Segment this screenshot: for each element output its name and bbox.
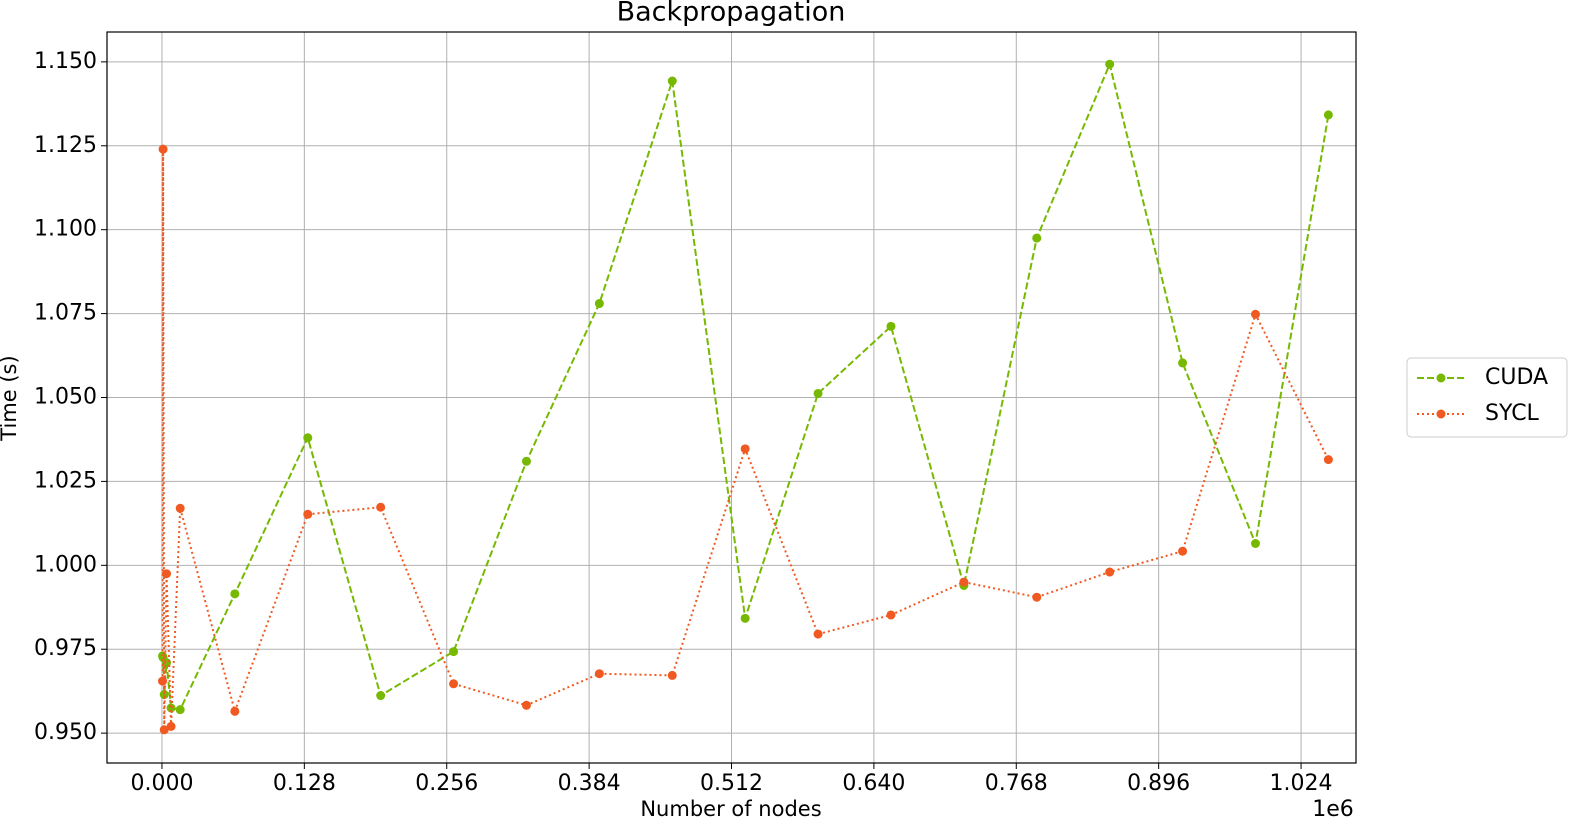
data-point (159, 725, 169, 735)
data-point (1032, 592, 1042, 602)
data-point (1105, 59, 1115, 69)
y-tick-label: 1.000 (34, 552, 97, 577)
data-point (813, 388, 823, 398)
x-axis-label: Number of nodes (640, 797, 821, 821)
data-point (230, 706, 240, 716)
data-point (158, 676, 168, 686)
data-point (886, 610, 896, 620)
legend-marker (1436, 409, 1446, 419)
y-tick-label: 1.075 (34, 301, 97, 326)
data-point (376, 691, 386, 701)
data-point (740, 613, 750, 623)
data-point (166, 703, 176, 713)
x-tick-label: 1.024 (1270, 771, 1333, 796)
data-point (1178, 358, 1188, 368)
data-point (162, 569, 172, 579)
series-line (161, 61, 1330, 711)
data-point (740, 444, 750, 454)
data-point (303, 509, 313, 519)
data-point (1250, 538, 1260, 548)
legend-label: SYCL (1485, 401, 1540, 426)
data-point (303, 433, 313, 443)
x-tick-label: 0.768 (985, 771, 1048, 796)
x-tick-label: 0.000 (130, 771, 193, 796)
legend-label: CUDA (1485, 365, 1548, 390)
y-tick-label: 0.950 (34, 720, 97, 745)
data-point (886, 321, 896, 331)
y-axis-label: Time (s) (0, 355, 21, 441)
x-tick-label: 0.512 (700, 771, 763, 796)
data-point (175, 705, 185, 715)
data-point (158, 144, 168, 154)
data-point (1105, 567, 1115, 577)
data-point (449, 679, 459, 689)
x-tick-label: 0.384 (558, 771, 621, 796)
legend-marker (1436, 373, 1446, 383)
x-tick-label: 0.896 (1127, 771, 1190, 796)
x-tick-label: 0.256 (415, 771, 478, 796)
data-point (376, 502, 386, 512)
data-point (1323, 455, 1333, 465)
y-tick-label: 0.975 (34, 636, 97, 661)
data-point (667, 670, 677, 680)
data-point (813, 629, 823, 639)
y-tick-label: 1.125 (34, 133, 97, 158)
chart-title: Backpropagation (617, 0, 846, 28)
x-offset-text: 1e6 (1312, 797, 1354, 822)
data-point (594, 669, 604, 679)
data-point (175, 503, 185, 513)
data-point (449, 647, 459, 657)
data-point (594, 299, 604, 309)
x-tick-label: 0.640 (842, 771, 905, 796)
data-point (166, 721, 176, 731)
data-point (1178, 546, 1188, 556)
y-tick-label: 1.100 (34, 217, 97, 242)
x-tick-label: 0.128 (273, 771, 336, 796)
data-point (159, 690, 169, 700)
data-point (1323, 110, 1333, 120)
series-line (161, 149, 1330, 730)
data-point (1032, 233, 1042, 243)
data-point (521, 700, 531, 710)
y-tick-label: 1.050 (34, 385, 97, 410)
data-point (521, 456, 531, 466)
y-tick-label: 1.150 (34, 49, 97, 74)
data-point (959, 577, 969, 587)
plot-frame (106, 31, 1357, 764)
data-point (667, 76, 677, 86)
y-tick-label: 1.025 (34, 468, 97, 493)
data-point (230, 589, 240, 599)
data-point (1250, 309, 1260, 319)
